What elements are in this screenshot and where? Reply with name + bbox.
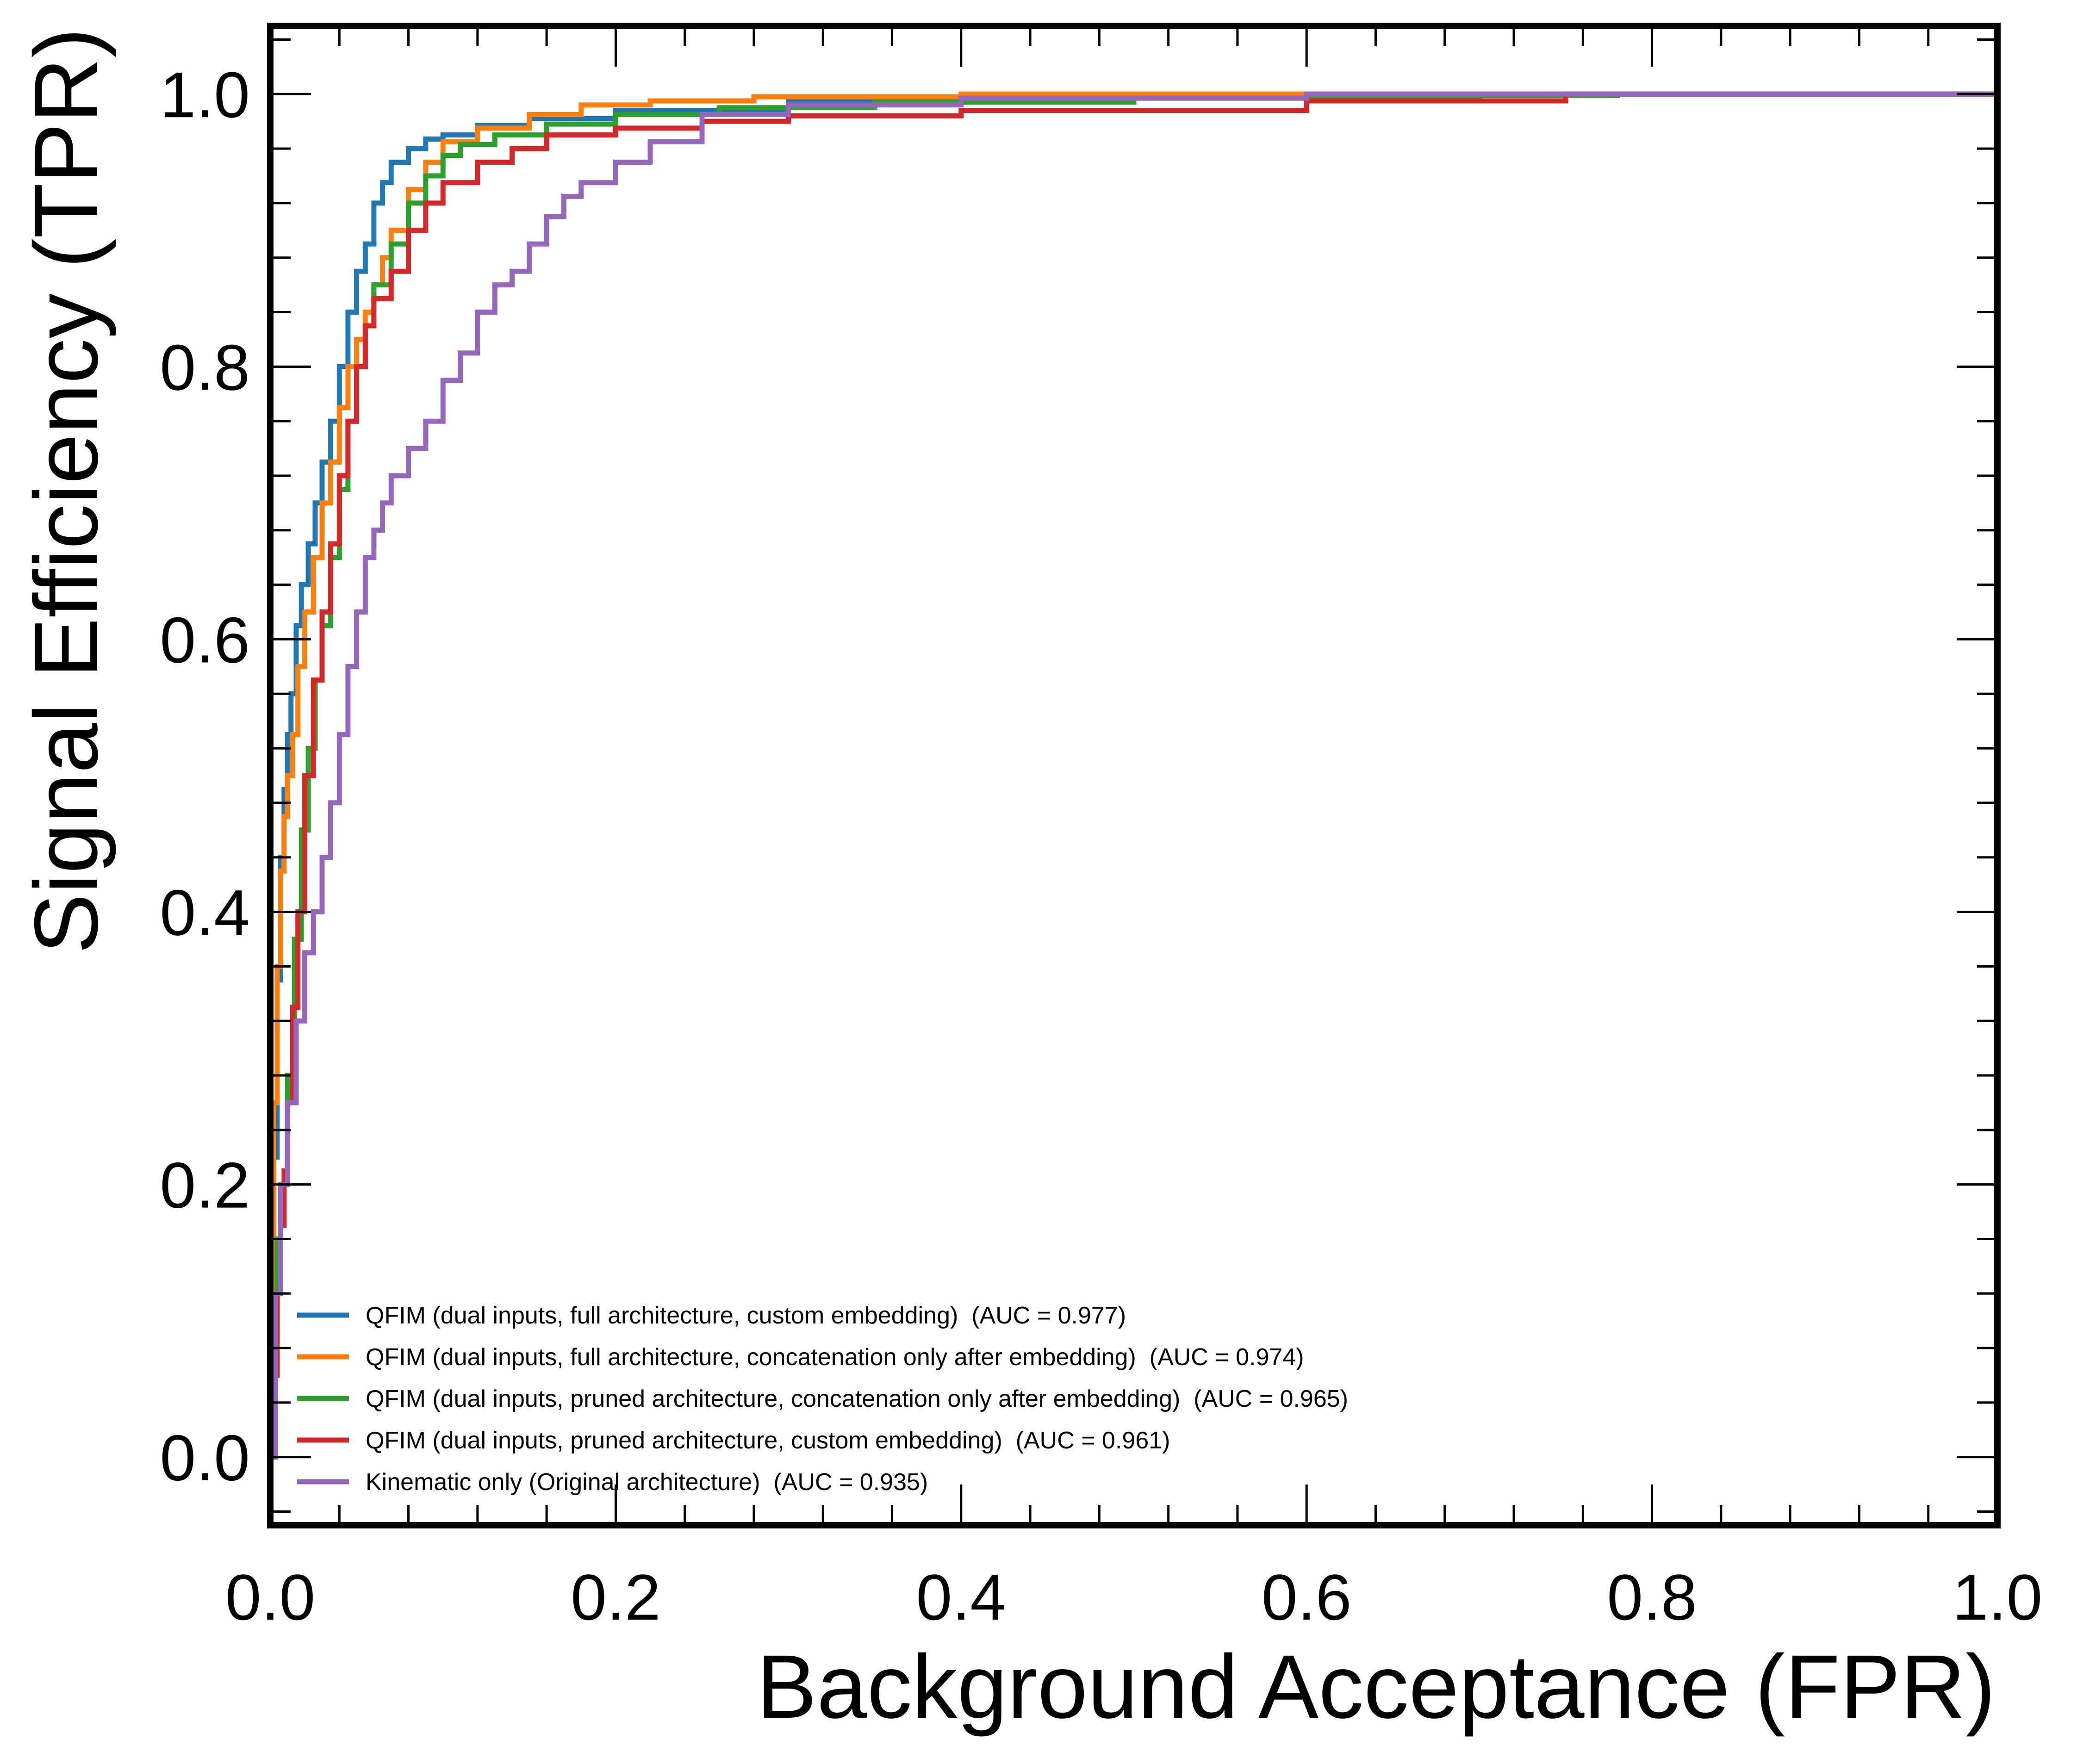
roc-curve-5 bbox=[270, 91, 1997, 1460]
legend-label-3: QFIM (dual inputs, pruned architecture, … bbox=[366, 1385, 1348, 1412]
x-tick-label: 0.2 bbox=[571, 1561, 661, 1634]
x-tick-label: 0.0 bbox=[225, 1561, 316, 1634]
x-tick-label: 1.0 bbox=[1953, 1561, 2043, 1634]
x-tick-label: 0.4 bbox=[916, 1561, 1006, 1634]
x-tick-label: 0.8 bbox=[1607, 1561, 1697, 1634]
legend-label-5: Kinematic only (Original architecture) (… bbox=[366, 1469, 928, 1496]
plot-frame bbox=[267, 23, 2001, 1528]
y-tick-label: 0.0 bbox=[160, 1422, 250, 1494]
legend-label-1: QFIM (dual inputs, full architecture, cu… bbox=[366, 1302, 1126, 1329]
x-tick-label: 0.6 bbox=[1262, 1561, 1352, 1634]
roc-curves bbox=[269, 91, 1997, 1460]
roc-curve-2 bbox=[269, 91, 1997, 1460]
legend-label-4: QFIM (dual inputs, pruned architecture, … bbox=[366, 1427, 1170, 1454]
legend: QFIM (dual inputs, full architecture, cu… bbox=[297, 1302, 1348, 1496]
y-tick-label: 1.0 bbox=[160, 58, 250, 131]
y-tick-label: 0.4 bbox=[160, 876, 250, 949]
y-tick-label: 0.8 bbox=[160, 331, 250, 404]
y-tick-label: 0.6 bbox=[160, 603, 250, 676]
tick-labels: 0.0 0.2 0.4 0.6 0.8 1.0 0.0 0.2 0.4 0.6 0.8 1.0 bbox=[160, 58, 2042, 1634]
x-axis-title: Background Acceptance (FPR) bbox=[757, 1636, 1996, 1737]
y-axis-title: Signal Efficiency (TPR) bbox=[16, 28, 117, 954]
legend-label-2: QFIM (dual inputs, full architecture, co… bbox=[366, 1344, 1304, 1371]
y-tick-label: 0.2 bbox=[160, 1149, 250, 1222]
axis-ticks bbox=[270, 26, 1997, 1525]
